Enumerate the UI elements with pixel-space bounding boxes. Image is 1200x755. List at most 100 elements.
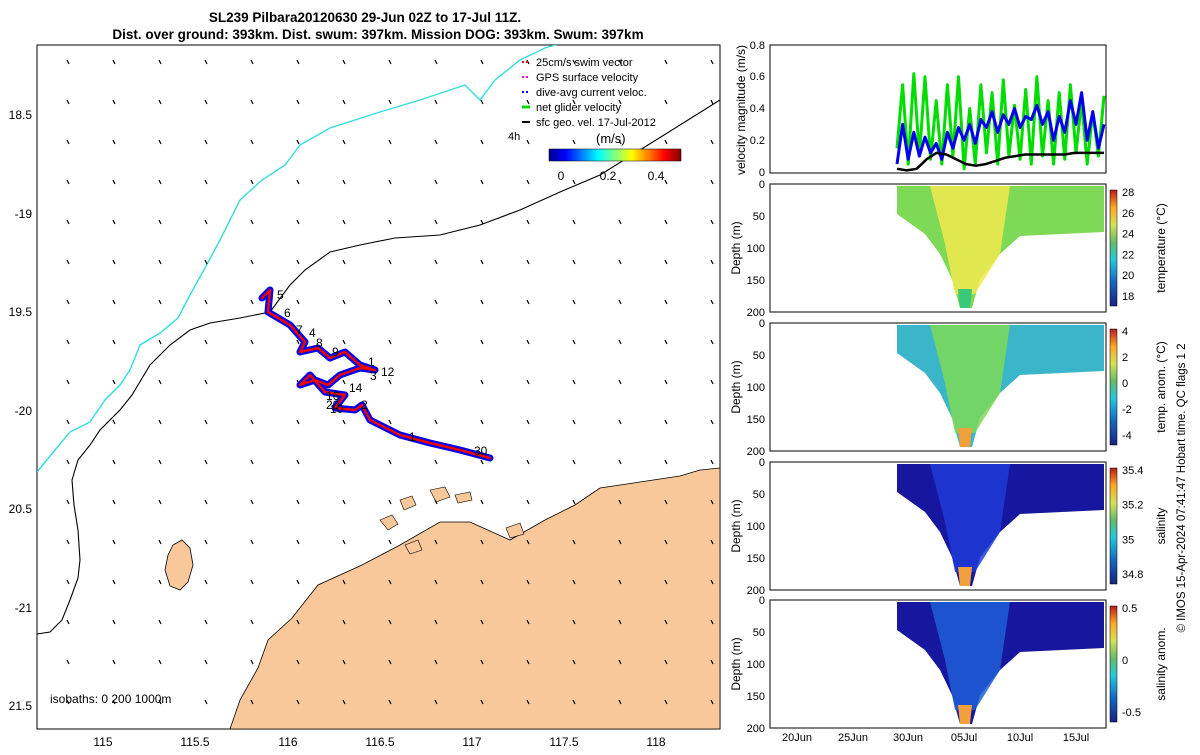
- velocity-arrow: [710, 219, 714, 225]
- velocity-arrow: [158, 139, 162, 145]
- velocity-arrow: [710, 339, 714, 345]
- velocity-arrow: [434, 219, 438, 225]
- velocity-arrow: [434, 659, 438, 665]
- velocity-arrow: [158, 699, 162, 705]
- velocity-arrow: [664, 619, 668, 625]
- heatmap-panel: 0 50 100 150 200 Depth (m) 35.4 35.2 35 34.8 salin…: [729, 457, 1168, 597]
- track-label: 30: [474, 444, 488, 458]
- velocity-arrow: [342, 619, 346, 625]
- colorbar-tick: 0.4: [648, 169, 665, 183]
- depth-tick: 0: [759, 457, 765, 469]
- colorbar-tick: 35.4: [1122, 465, 1143, 477]
- velocity-arrow: [66, 699, 70, 705]
- velocity-arrow: [250, 539, 254, 545]
- velocity-arrow: [342, 179, 346, 185]
- heatmap-colorbar: [1109, 328, 1118, 446]
- velocity-arrow: [66, 619, 70, 625]
- colorbar-tick: -2: [1122, 404, 1132, 416]
- heatmap-deep: [958, 567, 972, 586]
- depth-label: Depth (m): [729, 360, 743, 413]
- velocity-arrow: [204, 459, 208, 465]
- velocity-arrow: [158, 219, 162, 225]
- velocity-arrow: [526, 259, 530, 265]
- depth-tick: 150: [747, 275, 765, 287]
- velocity-arrow: [342, 659, 346, 665]
- depth-tick: 200: [747, 307, 765, 319]
- depth-tick: 200: [747, 585, 765, 597]
- velocity-arrow: [296, 139, 300, 145]
- velocity-arrow: [480, 499, 484, 505]
- velocity-arrow: [250, 619, 254, 625]
- legend-item-sfc-geo-vel: sfc geo. vel. 17-Jul-2012: [536, 117, 656, 129]
- velocity-arrow: [66, 539, 70, 545]
- colorbar-tick: 0.2: [600, 169, 617, 183]
- velocity-arrow: [250, 419, 254, 425]
- velocity-arrow: [526, 339, 530, 345]
- velocity-arrow: [250, 339, 254, 345]
- velocity-arrow: [204, 299, 208, 305]
- track-label: 16: [326, 389, 340, 403]
- velocity-arrow: [618, 219, 622, 225]
- velocity-arrow: [572, 419, 576, 425]
- velocity-arrow: [66, 99, 70, 105]
- velocity-arrow: [710, 699, 714, 705]
- velocity-arrow: [618, 579, 622, 585]
- velocity-arrow: [112, 219, 116, 225]
- velocity-arrow: [480, 59, 484, 65]
- track-label: 6: [284, 306, 291, 320]
- velocity-arrow: [480, 179, 484, 185]
- depth-label: Depth (m): [729, 499, 743, 552]
- velocity-arrow: [388, 499, 392, 505]
- velocity-arrow: [664, 219, 668, 225]
- colorbar-label: temp. anom. (°C): [1154, 341, 1168, 433]
- track-label: 3: [370, 369, 377, 383]
- velocity-arrow: [250, 179, 254, 185]
- velocity-arrow: [250, 379, 254, 385]
- velocity-arrow: [572, 659, 576, 665]
- velocity-arrow: [572, 539, 576, 545]
- track-label: 5: [277, 288, 284, 302]
- velocity-arrow: [480, 419, 484, 425]
- map-x-ticks: 115 115.5 116 116.5 117 117.5 118: [93, 735, 665, 749]
- velocity-arrow: [480, 459, 484, 465]
- x-tick: 117.5: [549, 735, 578, 749]
- track-label: 1: [368, 355, 375, 369]
- x-tick: 116: [278, 735, 297, 749]
- velocity-arrow: [572, 259, 576, 265]
- map-panel: 5 6 7 4 8 9 1 12 3 14 16 10 2 1 30 20 25…: [9, 44, 721, 749]
- colorbar-tick: 20: [1122, 270, 1134, 282]
- depth-tick: 100: [747, 243, 765, 255]
- depth-tick: 150: [747, 414, 765, 426]
- velocity-arrow: [434, 59, 438, 65]
- velocity-arrow: [480, 299, 484, 305]
- velocity-arrow: [526, 459, 530, 465]
- velocity-arrow: [296, 259, 300, 265]
- velocity-arrow: [112, 339, 116, 345]
- velocity-arrow: [664, 699, 668, 705]
- velocity-arrow: [250, 459, 254, 465]
- depth-label: Depth (m): [729, 221, 743, 274]
- velocity-arrow: [342, 99, 346, 105]
- glider-track: [258, 286, 494, 462]
- y-tick: 20.5: [9, 502, 33, 516]
- velocity-arrow: [342, 139, 346, 145]
- velocity-arrow: [526, 699, 530, 705]
- velocity-arrow: [296, 299, 300, 305]
- velocity-arrow: [204, 539, 208, 545]
- velocity-arrow: [480, 579, 484, 585]
- velocity-arrow: [710, 419, 714, 425]
- depth-tick: 50: [753, 211, 765, 223]
- velocity-arrow: [250, 219, 254, 225]
- velocity-arrow: [526, 419, 530, 425]
- heatmap-panel: 0 50 100 150 200 Depth (m) 28 26 24 22 20 18 tempera…: [729, 179, 1168, 319]
- velocity-arrow: [66, 179, 70, 185]
- colorbar-tick: 0: [558, 169, 565, 183]
- velocity-arrow: [204, 219, 208, 225]
- depth-tick: 200: [747, 723, 765, 735]
- depth-tick: 100: [747, 382, 765, 394]
- time-tick: 30Jun: [893, 732, 923, 744]
- track-labels: 5 6 7 4 8 9 1 12 3 14 16 10 2 1 30 20: [277, 288, 488, 458]
- velocity-arrow: [618, 339, 622, 345]
- velocity-arrow: [434, 579, 438, 585]
